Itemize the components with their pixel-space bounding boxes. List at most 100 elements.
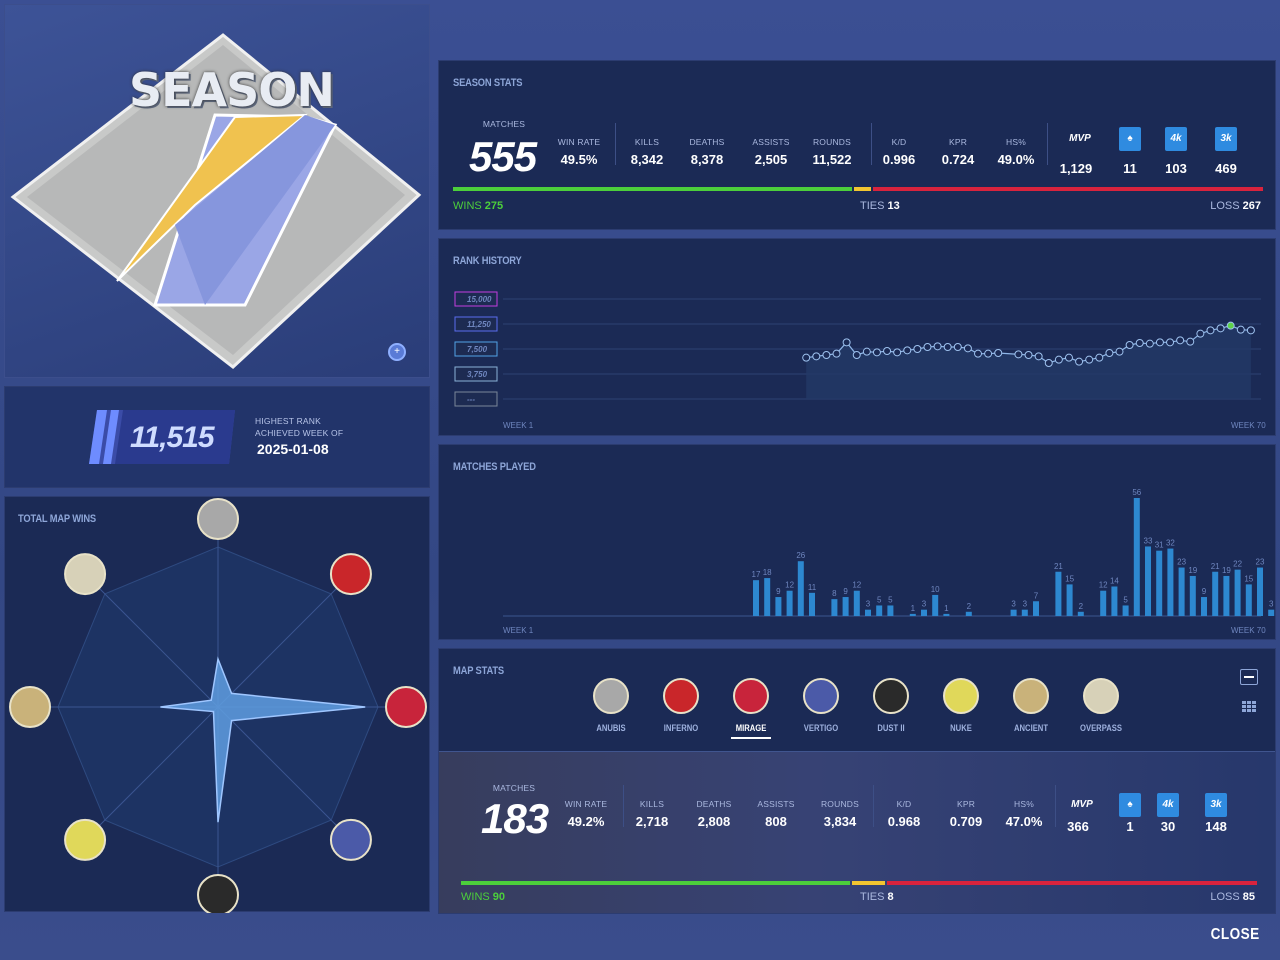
stat-value: 0.968	[887, 814, 921, 829]
map-ties: TIES 8	[860, 891, 894, 903]
bar-value-label: 31	[1155, 541, 1164, 550]
stat-value: 0.724	[941, 152, 975, 167]
rank-point	[1186, 337, 1195, 346]
stat-value: 49.5%	[560, 152, 598, 167]
map-tab-nuke[interactable]: NUKE	[933, 677, 989, 733]
bar-value-label: 2	[1079, 602, 1084, 611]
season-loss: LOSS 267	[1210, 200, 1261, 212]
stat-label: WIN RATE	[564, 799, 608, 809]
radar-map-emblem-icon	[329, 818, 372, 861]
close-button[interactable]: CLOSE	[1211, 926, 1260, 943]
radar-map-emblem-icon	[385, 686, 427, 728]
bar-value-label: 26	[796, 551, 805, 560]
bar-value-label: 12	[1099, 581, 1108, 590]
match-bar	[1201, 597, 1207, 616]
bar-value-label: 1	[911, 604, 916, 613]
rank-point	[1095, 353, 1104, 362]
stat-value: 2,808	[697, 814, 731, 829]
rank-history-title: RANK HISTORY	[453, 255, 522, 267]
match-bar	[921, 609, 927, 616]
match-bar	[853, 590, 860, 616]
rank-point	[1014, 350, 1023, 359]
match-bar	[1133, 498, 1140, 616]
match-bar	[1245, 584, 1252, 616]
rank-point	[1216, 324, 1225, 333]
map-emblem-icon	[1012, 677, 1050, 715]
stat-label: DEATHS	[696, 799, 732, 809]
bar-value-label: 17	[752, 570, 761, 579]
rank-tier-label: 3,750	[467, 370, 488, 379]
ace-icon: ♠	[1119, 793, 1141, 817]
stat-value: 2,718	[635, 814, 669, 829]
map-emblem-icon	[802, 677, 840, 715]
bar-value-label: 21	[1054, 562, 1063, 571]
rank-point	[1034, 352, 1043, 361]
highest-rank-date: 2025-01-08	[257, 441, 329, 457]
active-tab-underline	[731, 737, 771, 739]
season-stats-panel: SEASON STATS MATCHES 555 WIN RATE 49.5% KI…	[438, 60, 1276, 230]
bar-value-label: 3	[866, 600, 871, 609]
bar-value-label: 19	[1188, 566, 1197, 575]
bar-value-label: 5	[877, 595, 882, 604]
stat-value: 49.2%	[567, 814, 605, 829]
map-tab-overpass[interactable]: OVERPASS	[1073, 677, 1129, 733]
rank-point	[1206, 326, 1215, 335]
map-emblem-icon	[592, 677, 630, 715]
map-tab-vertigo[interactable]: VERTIGO	[793, 677, 849, 733]
stat-label: KPR	[948, 137, 968, 147]
rank-point	[913, 345, 922, 353]
map-tab-mirage[interactable]: MIRAGE	[723, 677, 779, 739]
radar-map-emblem-icon	[197, 498, 239, 540]
stat-label: K/D	[891, 137, 907, 147]
stat-value: 8,378	[690, 152, 724, 167]
rank-point	[1125, 341, 1134, 349]
map-emblem-icon	[942, 677, 980, 715]
bar-value-label: 32	[1166, 539, 1175, 548]
stat-label: ASSISTS	[757, 799, 795, 809]
bar-value-label: 9	[843, 587, 848, 596]
map-tab-label: OVERPASS	[1080, 723, 1122, 733]
match-bar	[887, 605, 894, 616]
rank-tier-label: ---	[467, 395, 475, 404]
match-bar	[764, 578, 771, 616]
stat-value: 11,522	[812, 152, 852, 167]
map-tab-anubis[interactable]: ANUBIS	[583, 677, 639, 733]
bar-value-label: 8	[832, 589, 837, 598]
bar-value-label: 3	[922, 600, 927, 609]
x-start-label: WEEK 1	[503, 421, 534, 430]
award-value: 103	[1165, 161, 1187, 176]
rank-tier-label: 7,500	[467, 345, 488, 354]
win-bar	[461, 881, 851, 885]
rank-tier-badge	[454, 341, 498, 357]
award-value: 30	[1160, 819, 1176, 834]
rank-tier-badge	[454, 366, 498, 382]
map-tab-inferno[interactable]: INFERNO	[653, 677, 709, 733]
rank-tier-badge	[454, 391, 498, 407]
4k-icon: 4k	[1157, 793, 1179, 817]
match-bar	[909, 613, 916, 616]
x-start-label: WEEK 1	[503, 626, 534, 635]
grid-view-button[interactable]	[1240, 699, 1258, 715]
bar-value-label: 3	[1269, 600, 1274, 609]
match-bar	[1033, 601, 1039, 616]
rank-point	[963, 344, 972, 353]
rank-point	[832, 349, 841, 358]
map-tab-ancient[interactable]: ANCIENT	[1003, 677, 1059, 733]
map-stats-panel: MAP STATS ANUBIS INFERNO MIRAGE VERTIGO DUST…	[438, 648, 1276, 914]
match-bar	[1145, 546, 1151, 616]
list-view-button[interactable]	[1240, 669, 1258, 685]
stat-value: 808	[765, 814, 787, 829]
map-matches-label: MATCHES	[492, 783, 536, 793]
rank-point	[1236, 325, 1245, 334]
map-tab-dust-ii[interactable]: DUST II	[863, 677, 919, 733]
rank-point	[933, 342, 942, 351]
season-title: SEASON	[129, 63, 335, 117]
bar-value-label: 9	[776, 587, 781, 596]
4k-icon: 4k	[1165, 127, 1187, 151]
rank-point	[1176, 336, 1185, 345]
match-bar	[1212, 571, 1219, 616]
bar-value-label: 12	[785, 581, 794, 590]
zoom-in-icon[interactable]: +	[388, 343, 406, 361]
rank-point	[812, 352, 821, 361]
map-stats-title: MAP STATS	[453, 665, 504, 677]
